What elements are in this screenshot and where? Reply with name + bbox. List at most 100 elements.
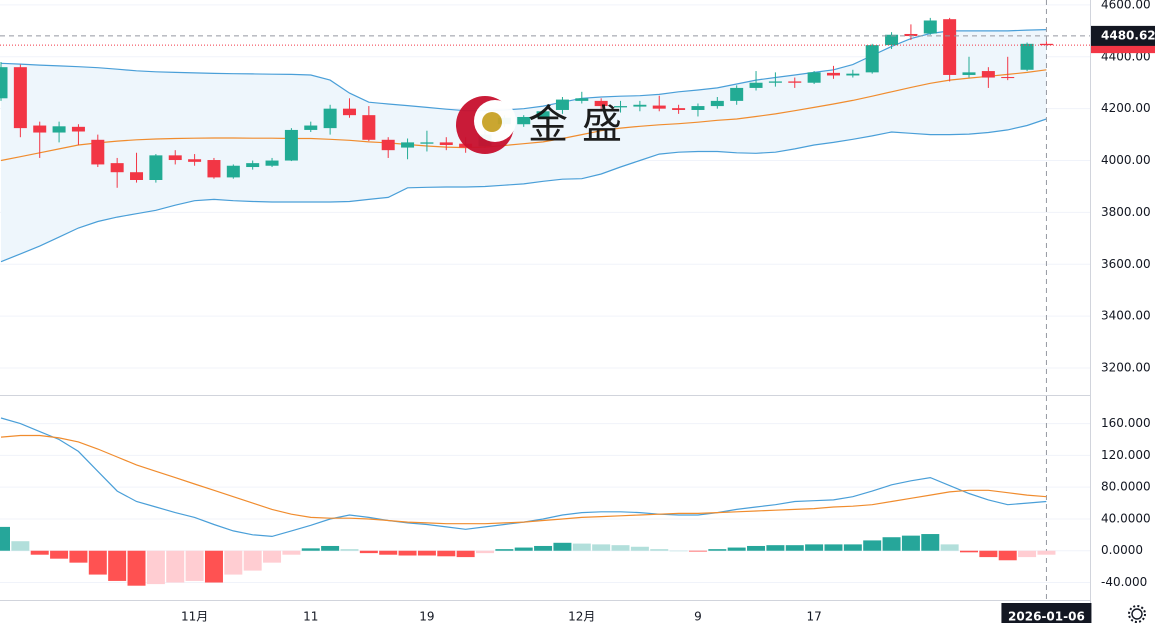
crosshair-date-box [1001,603,1092,623]
candle-body [536,111,550,118]
y-tick-label: 3200.00 [1101,361,1151,375]
candle-body [91,139,105,165]
histogram-bar [921,534,940,551]
histogram-bar [30,550,49,555]
candle-body [439,142,453,145]
indicator-line [0,69,1047,162]
histogram-bar [572,543,591,551]
histogram-bar [146,550,165,585]
candle-body [594,100,608,107]
gear-ring [1131,608,1143,620]
indicator-line [0,118,1047,263]
candle-body [807,72,821,83]
y-tick-label: 160.000 [1101,416,1151,430]
candle-body [788,81,802,83]
candle-body [904,33,918,37]
histogram-bar [69,550,88,563]
candle-body [923,20,937,34]
histogram-bar [127,550,146,586]
candle-body [768,81,782,83]
histogram-bar [1018,550,1037,558]
histogram-bar [534,545,553,551]
histogram-bar [185,550,204,581]
y-tick-label: 4600.00 [1101,0,1151,11]
candle-body [555,99,569,110]
crosshair-date-label: 2026-01-06 [1008,610,1085,623]
x-tick-label: 11 [303,610,318,623]
histogram-bar [166,550,185,583]
candle-body [691,106,705,110]
histogram-bar [108,550,127,581]
histogram-bar [630,546,649,551]
logo-coin [482,112,502,132]
band-layer [1,29,1047,262]
histogram-bar [592,544,611,551]
histogram-bar [340,549,359,551]
x-tick-label: 19 [419,610,434,623]
histogram-bar [514,547,533,551]
histogram-bar [553,542,572,551]
y-tick-label: 3600.00 [1101,257,1151,271]
y-tick-label: 3400.00 [1101,309,1151,323]
histogram-bar [398,550,417,556]
histogram-bar [437,550,456,557]
candle-body [710,100,724,107]
candle-body [71,126,85,132]
histogram-bar [263,550,282,563]
candle-body [420,142,434,144]
x-tick-label: 17 [806,610,821,623]
histogram-bar [321,545,340,551]
watermark: 金盛 [456,96,636,154]
y-tick-label: 0.0000 [1101,543,1143,557]
histogram-bar [456,550,475,558]
histogram-bar [495,549,514,551]
histogram-bar [88,550,107,575]
histogram-bar [805,544,824,551]
settings-icon[interactable] [1128,605,1146,623]
x-tick-label: 12月 [568,610,595,623]
histogram-bar [650,549,669,551]
candle-body [1001,77,1015,79]
histogram-bar [301,548,320,551]
histogram-bar [611,545,630,551]
histogram-bar [766,545,785,551]
histogram-bar [979,550,998,558]
y-tick-label: 3800.00 [1101,205,1151,219]
histogram-bar [708,549,727,551]
histogram-bar [50,550,69,559]
candle-body [168,155,182,161]
candle-body [1020,43,1034,70]
histogram-bar [0,526,10,551]
indicator-line [0,434,1047,525]
candle-body [188,159,202,162]
x-tick-label: 9 [694,610,702,623]
candle-body [672,108,686,110]
candle-body [284,129,298,161]
candle-body [962,72,976,75]
histogram-bar [843,544,862,551]
y-tick-label: 80.0000 [1101,480,1151,494]
x-tick-label: 11月 [181,610,208,623]
axis-layer: 3200.00 3400.00 3600.00 3800.00 4000.00 4200.… [181,0,1155,623]
candle-body [207,160,221,178]
watermark-text: 金盛 [528,102,636,148]
candle-body [865,45,879,73]
candle-body [33,125,47,133]
y-tick-label: 4200.00 [1101,101,1151,115]
candle-body [226,165,240,178]
histogram-bar [882,537,901,551]
histogram-bar [747,545,766,551]
candle-body [304,125,318,130]
candle-body [342,108,356,116]
histogram-bar [204,550,223,583]
candle-body [265,160,279,166]
candle-body [362,115,376,140]
candle-body [614,106,628,108]
candle-body [633,104,647,107]
histogram-bar [669,550,688,552]
candle-body [517,116,531,125]
candle-body [323,108,337,129]
candle-body [943,19,957,75]
candle-body [13,67,27,129]
candle-body [826,72,840,76]
